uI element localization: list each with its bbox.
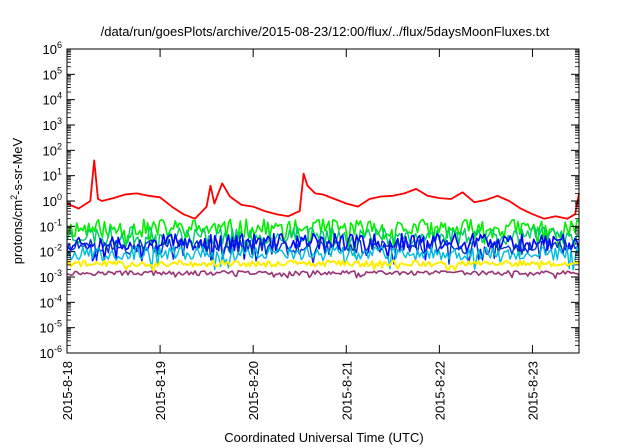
y-tick-label: 10-1 [40,217,62,234]
y-axis-label-pre: protons/cm [10,200,25,264]
x-tick-label: 2015-8-23 [525,361,540,420]
plot-frame [66,48,580,354]
series-line [66,259,580,272]
series-line [66,245,580,271]
x-axis: 2015-8-18 2015-8-19 2015-8-20 2015-8-21 2015… [60,49,540,420]
y-axis: 106 105 104 103 102 101 100 10-1 10-2 10-3 10-4 10-… [40,40,579,361]
y-tick-label: 102 [43,141,62,158]
y-tick-label: 103 [43,116,62,133]
y-axis-label: protons/cm2-s-sr-MeV [9,137,25,264]
series-line [66,159,580,220]
x-tick-label: 2015-8-20 [246,361,261,420]
y-tick-label: 101 [43,167,62,184]
y-tick-label: 104 [43,91,62,108]
x-axis-label: Coordinated Universal Time (UTC) [224,430,423,445]
y-tick-label: 10-4 [40,293,62,310]
y-tick-label: 10-3 [40,268,62,285]
chart-title: /data/run/goesPlots/archive/2015-08-23/1… [101,24,550,39]
y-tick-label: 10-5 [40,319,62,336]
x-tick-label: 2015-8-22 [432,361,447,420]
y-axis-label-sup: 2 [9,195,19,200]
y-tick-label: 105 [43,65,62,82]
y-axis-label-post: -s-sr-MeV [10,137,25,194]
x-tick-label: 2015-8-19 [153,361,168,420]
x-tick-label: 2015-8-18 [60,361,75,420]
y-tick-label: 10-6 [40,344,62,361]
y-tick-label: 100 [43,192,62,209]
y-tick-label: 106 [43,40,62,57]
series-layer [66,159,580,280]
y-tick-label: 10-2 [40,243,62,260]
series-line [66,226,580,257]
x-tick-label: 2015-8-21 [339,361,354,420]
series-line [66,218,580,251]
series-line [66,270,580,280]
